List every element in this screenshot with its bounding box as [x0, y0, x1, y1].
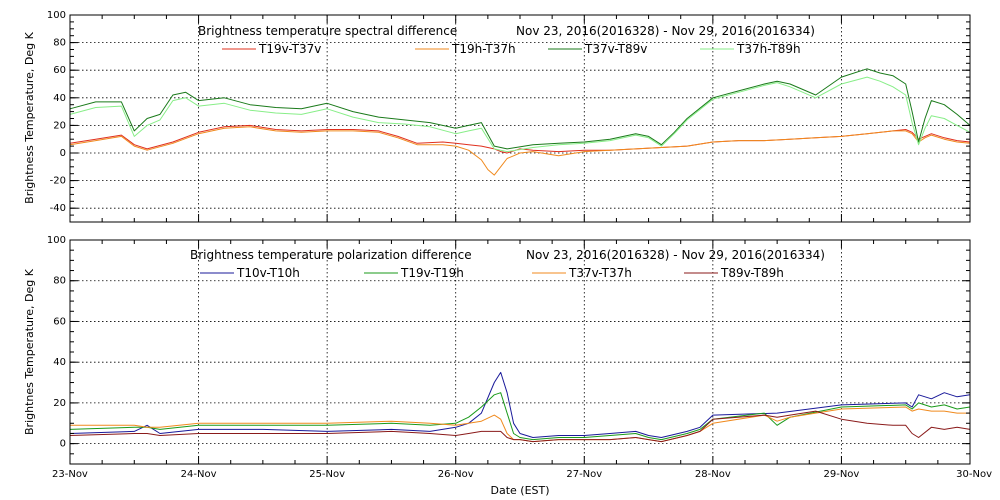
- series-line-t10v-t10h: [69, 371, 971, 438]
- legend-label-t89v-t89h: T89v-T89h: [720, 266, 784, 280]
- y-tick-label: 80: [53, 276, 66, 287]
- y-tick-label: 0: [60, 148, 66, 159]
- y-tick-label: -20: [50, 176, 66, 187]
- y-tick-label: 100: [47, 235, 66, 246]
- y-tick-label: 20: [53, 120, 66, 131]
- spectral-plot-frame: [69, 14, 971, 223]
- series-line-t37v-t89v: [69, 68, 971, 150]
- legend-label-t10v-t10h: T10v-T10h: [236, 266, 300, 280]
- polarization-y-axis-title: Brightnes Temperature, Deg K: [23, 268, 36, 435]
- legend-label-t37h-t89h: T37h-T89h: [736, 42, 801, 56]
- x-tick-label: 27-Nov: [566, 469, 602, 480]
- x-tick-label: 24-Nov: [181, 469, 217, 480]
- y-tick-label: 40: [53, 93, 66, 104]
- series-line-t19h-t37h: [69, 126, 971, 176]
- x-tick-label: 28-Nov: [695, 469, 731, 480]
- series-line-t37v-t37h: [70, 406, 970, 443]
- legend-label-t37v-t89v: T37v-T89v: [584, 42, 647, 56]
- y-tick-label: 40: [53, 357, 66, 368]
- x-tick-label: 25-Nov: [309, 469, 345, 480]
- polarization-plot-frame: [69, 239, 971, 465]
- y-tick-label: -40: [50, 203, 66, 214]
- polarization-chart-title: Brightness temperature polarization diff…: [190, 248, 472, 262]
- x-tick-label: 29-Nov: [823, 469, 859, 480]
- legend-label-t19h-t37h: T19h-T37h: [451, 42, 516, 56]
- x-tick-label: 30-Nov: [956, 469, 992, 480]
- spectral-chart-subtitle: Nov 23, 2016(2016328) - Nov 29, 2016(201…: [516, 24, 815, 38]
- x-tick-label: 26-Nov: [438, 469, 474, 480]
- series-line-t19v-t37v: [69, 124, 971, 154]
- x-axis-title: Date (EST): [490, 484, 549, 497]
- y-tick-label: 100: [47, 10, 66, 21]
- series-line-t19v-t19h: [69, 392, 971, 441]
- y-tick-label: 60: [53, 65, 66, 76]
- spectral-y-axis-title: Brightness Temperature, Deg K: [23, 31, 36, 203]
- y-tick-label: 80: [53, 38, 66, 49]
- y-tick-label: 0: [60, 439, 66, 450]
- legend-label-t19v-t37v: T19v-T37v: [258, 42, 321, 56]
- spectral-chart-title: Brightness temperature spectral differen…: [198, 24, 457, 38]
- x-tick-label: 23-Nov: [52, 469, 88, 480]
- spectral-difference-panel: -40 -20 0 20 40 60 80 100 Brightness temperatur…: [23, 10, 971, 223]
- polarization-chart-subtitle: Nov 23, 2016(2016328) - Nov 29, 2016(201…: [526, 248, 825, 262]
- polarization-difference-panel: 0 20 40 60 80 100 23-Nov 24-Nov 25-Nov 26-Nov 27-N…: [23, 235, 992, 497]
- legend-label-t19v-t19h: T19v-T19h: [400, 266, 464, 280]
- series-line-t37h-t89h: [69, 76, 971, 153]
- y-tick-label: 20: [53, 398, 66, 409]
- series-line-t89v-t89h: [69, 410, 971, 443]
- y-tick-label: 60: [53, 316, 66, 327]
- legend-label-t37v-t37h: T37v-T37h: [568, 266, 632, 280]
